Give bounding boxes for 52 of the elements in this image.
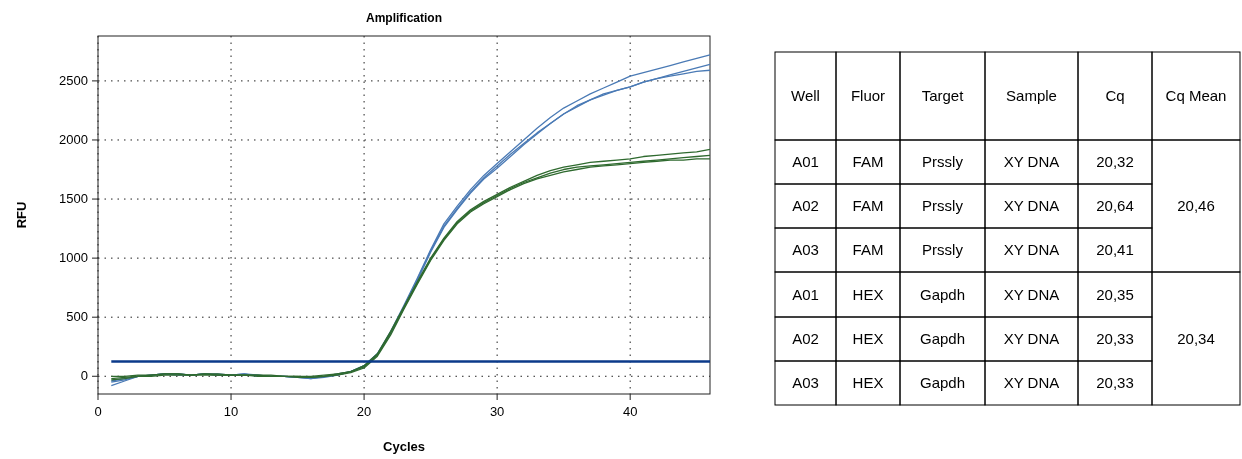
text: A03	[792, 374, 819, 391]
text: 20,64	[1096, 197, 1134, 214]
text: HEX	[852, 285, 884, 303]
text: 20,34	[1177, 329, 1215, 347]
y-tick-label: 2000	[59, 131, 88, 147]
category-label: Cq Mean	[1165, 87, 1227, 104]
text: A01	[792, 153, 819, 170]
text: Gapdh	[919, 374, 966, 391]
text: 20,33	[1096, 330, 1134, 347]
text: XY DNA	[1003, 197, 1060, 214]
y-tick-label: 500	[66, 309, 88, 325]
text: FAM	[852, 241, 884, 258]
text: A01	[792, 285, 819, 303]
text: Gapdh	[919, 285, 966, 303]
category-label: Sample	[1006, 87, 1057, 104]
y-tick-label: 0	[80, 368, 88, 384]
text: HEX	[852, 330, 884, 347]
text: 20,32	[1096, 153, 1134, 170]
x-tick-label: 0	[94, 404, 102, 419]
text: Prssly	[922, 241, 963, 258]
x-tick-label: 30	[489, 404, 505, 419]
x-tick-label: 10	[223, 404, 239, 419]
category-label: Target	[921, 87, 965, 104]
y-tick-label: 2500	[59, 72, 88, 88]
text: 20,35	[1096, 285, 1134, 303]
text: XY DNA	[1003, 330, 1060, 347]
x-axis-title: Cycles	[383, 439, 425, 454]
text: Gapdh	[919, 330, 966, 347]
text: A03	[792, 241, 819, 258]
text: XY DNA	[1003, 241, 1060, 258]
text: 20,46	[1177, 197, 1215, 214]
y-axis-title: RFU	[14, 201, 29, 229]
x-tick-label: 40	[622, 404, 638, 419]
y-tick-label: 1500	[59, 191, 88, 207]
text: FAM	[852, 153, 884, 170]
chart-title: Amplification	[365, 11, 443, 25]
text: 20,33	[1096, 374, 1134, 391]
y-tick-label: 1000	[59, 250, 88, 266]
text: A02	[792, 330, 819, 347]
text: HEX	[852, 374, 884, 391]
text: Prssly	[922, 197, 963, 214]
x-tick-label: 20	[356, 404, 372, 419]
category-label: Fluor	[850, 87, 886, 104]
text: A02	[792, 197, 819, 214]
category-label: Cq	[1105, 87, 1125, 104]
text: Prssly	[922, 153, 963, 170]
text: XY DNA	[1003, 153, 1060, 170]
text: XY DNA	[1003, 374, 1060, 391]
text: XY DNA	[1003, 285, 1060, 303]
text: FAM	[852, 197, 884, 214]
text: 20,41	[1096, 241, 1134, 258]
category-label: Well	[791, 87, 820, 104]
